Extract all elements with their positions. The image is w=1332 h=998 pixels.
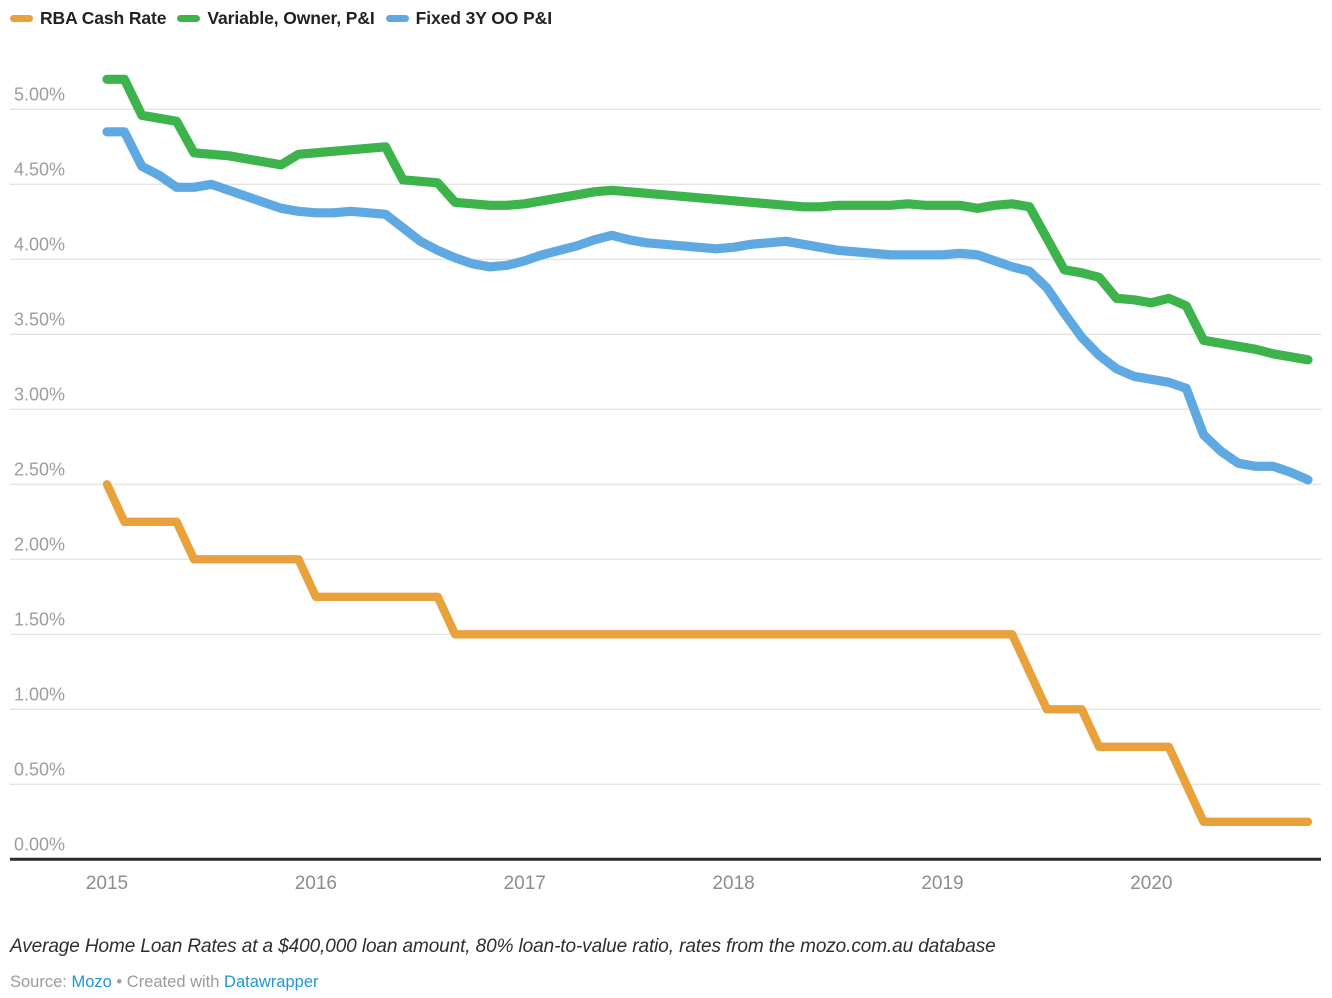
x-axis-label: 2015 [86, 873, 128, 894]
y-axis-label: 1.00% [14, 684, 65, 704]
y-axis-label: 5.00% [14, 84, 65, 104]
legend-label: Variable, Owner, P&I [207, 8, 375, 28]
legend-swatch-blue-icon [385, 15, 409, 22]
created-with-link-datawrapper[interactable]: Datawrapper [224, 973, 319, 991]
source-label: Source: [10, 973, 67, 991]
legend-label: RBA Cash Rate [40, 8, 167, 28]
y-axis-label: 3.00% [14, 384, 65, 404]
legend-label: Fixed 3Y OO P&I [415, 8, 552, 28]
chart-legend: RBA Cash Rate Variable, Owner, P&I Fixed… [10, 8, 552, 29]
series-line-0 [102, 480, 1313, 826]
legend-item-variable-owner-pi: Variable, Owner, P&I [177, 8, 375, 29]
x-axis-label: 2018 [712, 873, 754, 894]
y-axis-label: 4.50% [14, 159, 65, 179]
y-axis-label: 4.00% [14, 234, 65, 254]
legend-item-fixed-3y-oo-pi: Fixed 3Y OO P&I [385, 8, 552, 29]
y-axis-label: 1.50% [14, 609, 65, 629]
created-with-label: Created with [126, 973, 220, 991]
x-axis-label: 2019 [921, 873, 963, 894]
series-line-1 [102, 74, 1313, 365]
source-line: Source: Mozo • Created with Datawrapper [10, 973, 319, 992]
source-link-mozo[interactable]: Mozo [71, 973, 112, 991]
y-axis-label: 0.00% [14, 834, 65, 854]
chart-description: Average Home Loan Rates at a $400,000 lo… [10, 936, 996, 957]
legend-swatch-green-icon [177, 15, 201, 22]
x-axis-label: 2016 [295, 873, 337, 894]
x-axis-label: 2020 [1130, 873, 1172, 894]
y-axis-label: 0.50% [14, 759, 65, 779]
x-axis-label: 2017 [504, 873, 546, 894]
series-line-2 [102, 127, 1313, 485]
y-axis-label: 2.50% [14, 459, 65, 479]
y-axis-label: 3.50% [14, 309, 65, 329]
legend-swatch-orange-icon [10, 15, 33, 22]
y-axis-label: 2.00% [14, 534, 65, 554]
legend-item-rba-cash-rate: RBA Cash Rate [10, 8, 167, 29]
bullet-separator: • [116, 973, 123, 991]
